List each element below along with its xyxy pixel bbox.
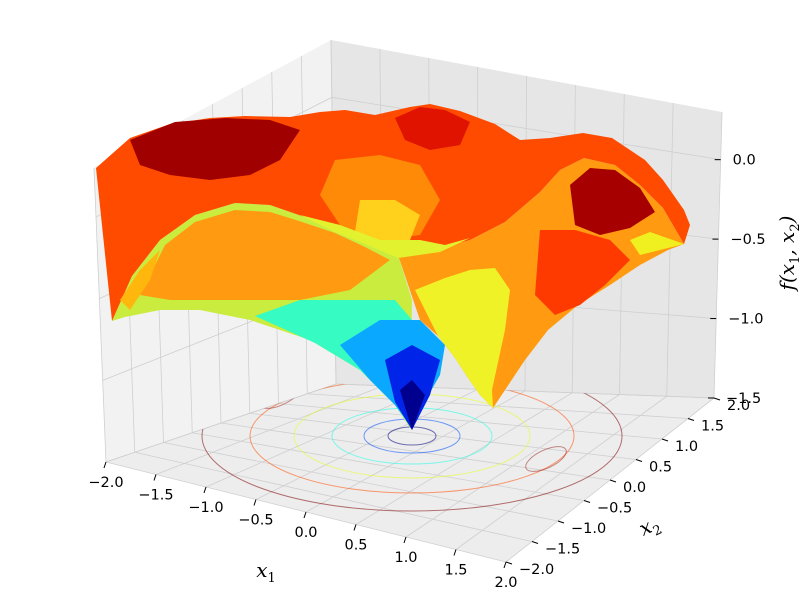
y-tick-label: −1.0 xyxy=(571,521,606,537)
surface xyxy=(96,104,690,430)
axis-ticks: −2.0−1.5−1.0−0.50.00.51.01.52.0−2.0−1.5−… xyxy=(88,153,765,591)
x-tick-label: 0.5 xyxy=(344,538,367,554)
y-tick-mark xyxy=(635,459,643,462)
y-tick-mark xyxy=(609,479,617,483)
y-tick-mark xyxy=(713,397,721,401)
x-tick-mark xyxy=(303,511,307,519)
x-tick-mark xyxy=(453,549,457,556)
z-axis-label: f(x1, x2) xyxy=(775,216,800,293)
x-tick-label: 1.0 xyxy=(394,550,417,566)
x-tick-label: 0.0 xyxy=(294,525,317,541)
y-axis-label: x2 xyxy=(635,511,665,545)
y-tick-label: −0.5 xyxy=(597,501,632,517)
surface-segment xyxy=(355,200,420,245)
x-tick-label: −2.0 xyxy=(88,475,123,491)
z-tick-label: −1.0 xyxy=(728,312,763,328)
x-tick-label: −1.0 xyxy=(188,500,223,516)
y-tick-mark xyxy=(661,438,669,442)
surface-segment xyxy=(300,215,470,258)
y-tick-label: 0.5 xyxy=(649,460,672,476)
surface-segment xyxy=(400,380,425,430)
x-axis-label: x1 xyxy=(256,558,276,586)
x-tick-mark xyxy=(353,524,357,531)
surface-segment xyxy=(395,107,470,150)
x-tick-mark xyxy=(203,486,207,494)
floor-grid-line xyxy=(163,442,559,522)
y-tick-mark xyxy=(557,520,565,524)
y-tick-label: 2.0 xyxy=(727,398,750,414)
x-tick-label: −1.5 xyxy=(138,488,173,504)
wall-grid-line xyxy=(105,383,715,463)
z-tick-label: −1.5 xyxy=(726,391,761,407)
contour-line xyxy=(201,384,623,512)
surface-segment xyxy=(415,268,510,408)
x-tick-label: 2.0 xyxy=(494,575,517,591)
contour-line xyxy=(249,384,575,494)
x-tick-mark xyxy=(253,499,257,506)
x-tick-label: 1.5 xyxy=(444,563,467,579)
y-tick-label: 0.0 xyxy=(623,480,646,496)
surface-segment xyxy=(130,118,300,180)
x-tick-mark xyxy=(503,561,507,569)
floor-grid-line xyxy=(307,393,689,419)
surface-segment xyxy=(120,250,160,310)
x-tick-mark xyxy=(103,461,107,469)
y-tick-mark xyxy=(505,561,513,565)
z-tick-label: −0.5 xyxy=(730,232,765,248)
surface-segment xyxy=(535,230,630,315)
x-tick-label: −0.5 xyxy=(238,513,273,529)
floor-grid-line xyxy=(249,412,637,460)
floor-grid-line xyxy=(192,432,585,501)
y-tick-label: 1.5 xyxy=(701,419,724,435)
z-tick-label: 0.0 xyxy=(733,153,756,169)
x-tick-mark xyxy=(153,474,157,481)
surface-segment xyxy=(630,232,684,255)
floor-grid-line xyxy=(220,422,611,481)
y-tick-label: −1.5 xyxy=(545,542,580,558)
surface-segment xyxy=(570,168,655,235)
y-tick-label: 1.0 xyxy=(675,439,698,455)
floor-grid-line xyxy=(105,461,507,563)
floor-grid-line xyxy=(278,403,663,440)
y-tick-mark xyxy=(687,418,695,421)
x-tick-mark xyxy=(403,536,407,544)
floor-grid-line xyxy=(134,451,533,542)
surface-segment xyxy=(140,210,390,300)
y-tick-label: −2.0 xyxy=(519,562,554,578)
y-tick-mark xyxy=(531,541,539,544)
contour-line xyxy=(525,446,567,472)
y-tick-mark xyxy=(583,500,591,503)
